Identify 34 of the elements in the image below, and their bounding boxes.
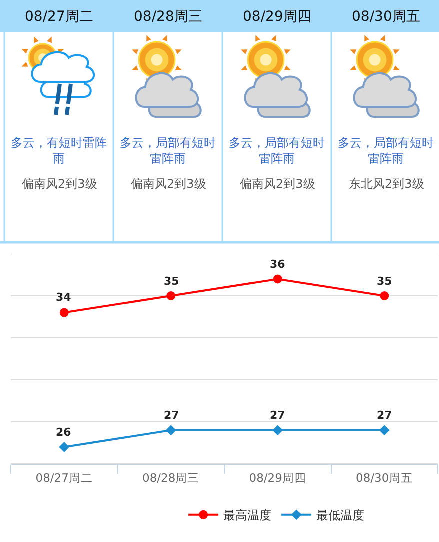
category-label: 08/29周四 [243, 9, 312, 25]
text: 多云，局部有短时雷阵雨 [229, 136, 325, 166]
text: 偏南风2到3级 [131, 177, 206, 191]
x-tick-label: 08/27周二 [36, 470, 93, 485]
x-tick-label: 08/29周四 [249, 470, 306, 485]
data-label: 27 [270, 409, 286, 422]
point [273, 274, 282, 284]
data-label: 27 [164, 409, 180, 422]
category-label: 08/28周三 [134, 9, 202, 25]
text: 多云，有短时雷阵雨 [11, 136, 107, 166]
x-tick-label: 08/28周三 [142, 470, 200, 485]
text: 多云，局部有短时雷阵雨 [120, 136, 216, 166]
data-label: 27 [377, 409, 392, 422]
text: 东北风2到3级 [349, 177, 424, 191]
x-tick-label: 08/30周五 [356, 470, 414, 485]
data-label: 35 [164, 275, 180, 288]
point [380, 292, 390, 300]
point [166, 425, 176, 436]
point [59, 442, 70, 452]
legend-label: 最低温度 [316, 508, 365, 523]
category-label: 08/27周二 [25, 9, 94, 25]
category-label: 08/30周五 [352, 9, 420, 25]
data-label: 26 [56, 426, 72, 439]
data-label: 35 [377, 275, 392, 288]
point [379, 425, 390, 436]
point [272, 425, 284, 436]
text: 偏南风2到3级 [240, 177, 316, 191]
data-label: 36 [270, 258, 286, 271]
text: 多云，局部有短时雷阵雨 [338, 136, 434, 166]
legend-label: 最高温度 [224, 508, 272, 523]
point [166, 292, 176, 300]
data-label: 34 [56, 291, 72, 304]
text: 偏南风2到3级 [22, 177, 98, 191]
point [60, 308, 69, 318]
